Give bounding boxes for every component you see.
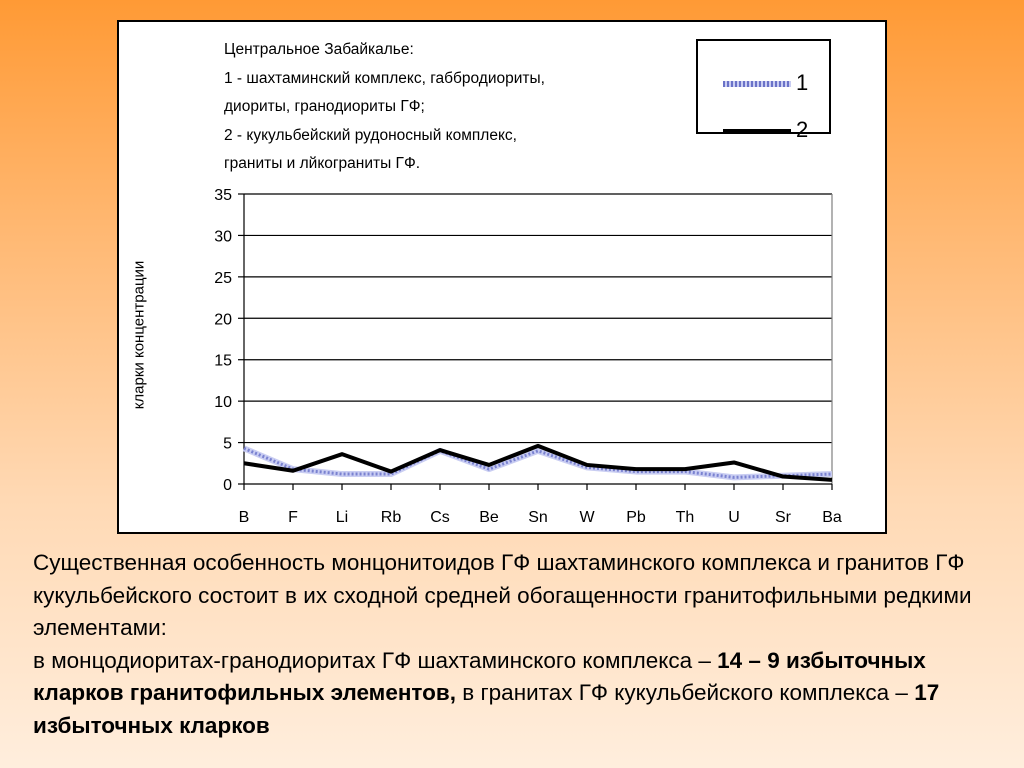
paragraph-summary: Существенная особенность монцонитоидов Г…: [33, 550, 972, 640]
series-line-2: [243, 443, 833, 482]
y-tick-label: 35: [214, 187, 232, 204]
x-tick-label: F: [288, 509, 298, 526]
details-emphasis-a: 14 – 9 избыточных кларков гранитофильных…: [33, 647, 926, 706]
chart-legend: 1 2: [696, 39, 831, 142]
body-text: Существенная особенность монцонитоидов Г…: [33, 547, 1003, 742]
x-tick-label: B: [239, 509, 250, 526]
y-tick-label: 25: [214, 270, 232, 287]
caption-line: граниты и лйкограниты ГФ.: [224, 155, 421, 172]
y-tick-label: 5: [223, 436, 232, 453]
x-tick-label: Th: [676, 509, 695, 526]
chart-panel: 0 5 10 15 20 25 30 35 B F Li Rb Cs Be Sn W Pb Th U Sr Ba Цен…: [117, 20, 887, 534]
legend-swatch-series-1: [723, 81, 791, 87]
legend-item-series-1: 1: [723, 69, 823, 99]
details-text-b: в гранитах ГФ кукульбейского комплекса –: [456, 680, 915, 705]
paragraph-details: в монцодиоритах-гранодиоритах ГФ шахтами…: [33, 645, 1003, 743]
y-tick-label: 10: [214, 394, 232, 411]
series-line-1-pattern: [243, 446, 833, 479]
y-axis-label: кларки концентрации: [130, 260, 148, 410]
legend-label-series-1: 1: [796, 70, 809, 95]
caption-line: 2 - кукульбейский рудоносный комплекс,: [224, 126, 517, 144]
chart-caption: Центральное Забайкалье: 1 - шахтаминский…: [224, 36, 545, 179]
x-tick-label: U: [728, 509, 740, 526]
x-tick-label: Rb: [381, 509, 402, 526]
x-tick-label: Ba: [822, 509, 842, 526]
y-tick-label: 0: [223, 477, 232, 494]
legend-label-series-2: 2: [796, 117, 809, 142]
caption-line: диориты, гранодиориты ГФ;: [224, 98, 425, 115]
x-tick-label: W: [579, 509, 595, 526]
legend-swatch-series-2: [723, 129, 791, 133]
y-tick-label: 20: [214, 311, 232, 328]
x-tick-label: Cs: [430, 509, 450, 526]
details-text-a: в монцодиоритах-гранодиоритах ГФ шахтами…: [33, 647, 718, 673]
x-tick-label: Sr: [775, 509, 792, 526]
x-tick-label: Be: [479, 509, 499, 526]
y-tick-label: 30: [214, 228, 232, 245]
x-tick-label: Pb: [626, 509, 646, 526]
caption-line: Центральное Забайкалье:: [224, 41, 414, 58]
details-emphasis-b: 17 избыточных кларков: [33, 680, 940, 738]
y-tick-label: 15: [214, 353, 232, 370]
x-tick-label: Sn: [528, 509, 548, 526]
chart-plot: 0 5 10 15 20 25 30 35 B F Li Rb Cs Be Sn W Pb Th U Sr Ba: [214, 187, 842, 526]
caption-line: 1 - шахтаминский комплекс, габбродиориты…: [224, 69, 545, 87]
legend-item-series-2: 2: [723, 116, 823, 146]
x-tick-label: Li: [336, 509, 348, 526]
